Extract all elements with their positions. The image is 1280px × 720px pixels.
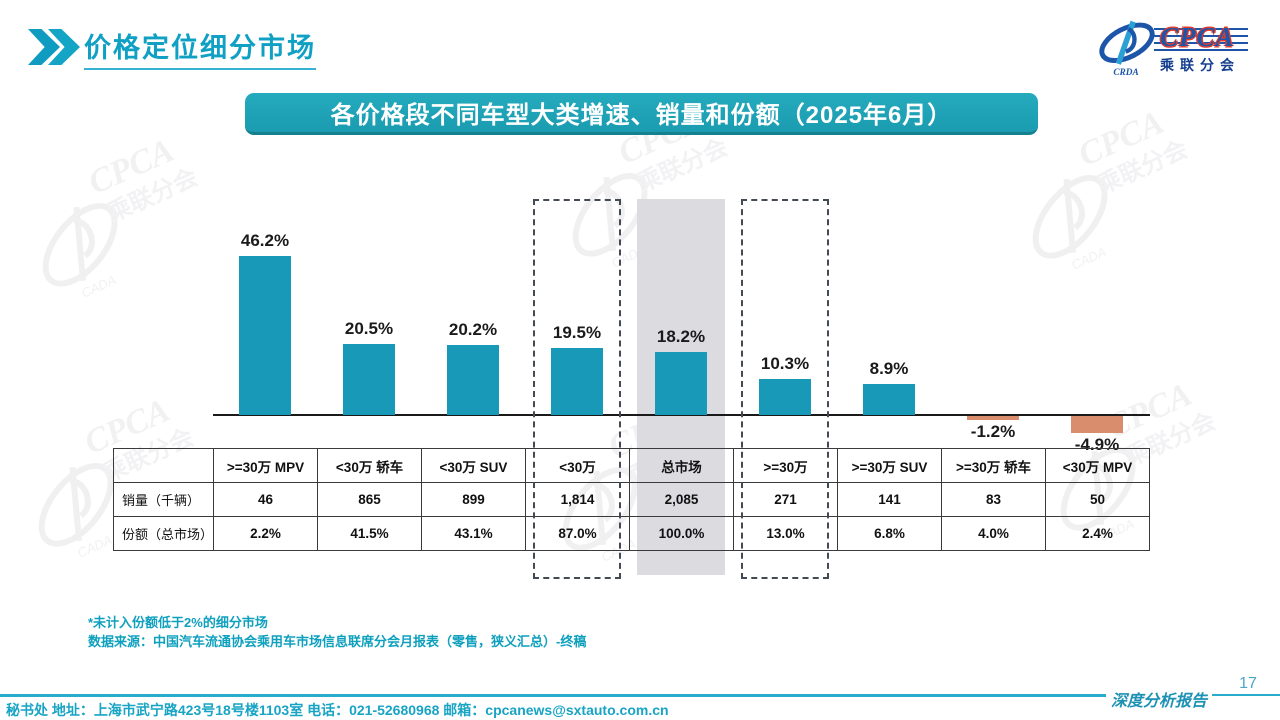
footer-divider [0, 694, 1106, 697]
table-header-5: >=30万 [734, 449, 838, 483]
logo-cpca-text: CPCA [1154, 24, 1248, 51]
data-table: >=30万 MPV <30万 轿车 <30万 SUV <30万 总市场 >=30万 >=30… [113, 448, 1150, 551]
cpca-emblem-icon: CRDA [1099, 20, 1155, 78]
table-header-0: >=30万 MPV [214, 449, 318, 483]
table-corner-cell [114, 449, 214, 483]
table-cell: 46 [214, 483, 318, 517]
table-cell: 2.4% [1046, 517, 1150, 551]
bar-value-label: 10.3% [760, 354, 810, 373]
table-header-1: <30万 轿车 [318, 449, 422, 483]
table-cell: 43.1% [422, 517, 526, 551]
table-header-4: 总市场 [630, 449, 734, 483]
bar-value-label: 19.5% [552, 323, 602, 342]
table-cell: 41.5% [318, 517, 422, 551]
chart-title-banner: 各价格段不同车型大类增速、销量和份额（2025年6月） [245, 93, 1038, 135]
report-type-label: 深度分析报告 [1110, 691, 1207, 710]
table-cell: 2,085 [630, 483, 734, 517]
data-source-note: 数据来源：中国汽车流通协会乘用车市场信息联席分会月报表（零售，狭义汇总）-终稿 [88, 634, 587, 649]
bar-value-label: 8.9% [869, 359, 909, 378]
table-header-6: >=30万 SUV [838, 449, 942, 483]
table-cell: 6.8% [838, 517, 942, 551]
table-cell: 2.2% [214, 517, 318, 551]
bar-8 [1071, 416, 1123, 433]
table-header-7: >=30万 轿车 [942, 449, 1046, 483]
table-cell: 4.0% [942, 517, 1046, 551]
table-cell: 271 [734, 483, 838, 517]
bar-1 [343, 344, 395, 415]
table-row-label: 销量（千辆） [114, 483, 214, 517]
table-cell: 899 [422, 483, 526, 517]
bar-5 [759, 379, 811, 415]
table-cell: 13.0% [734, 517, 838, 551]
footer-address: 秘书处 地址：上海市武宁路423号18号楼1103室 电话：021-526809… [6, 702, 669, 718]
table-cell: 83 [942, 483, 1046, 517]
table-header-2: <30万 SUV [422, 449, 526, 483]
bar-value-label: 20.2% [448, 320, 498, 339]
bar-value-label: 18.2% [656, 327, 706, 346]
bar-6 [863, 384, 915, 415]
svg-text:CRDA: CRDA [1113, 68, 1138, 78]
bar-value-label: 46.2% [240, 231, 290, 250]
table-cell: 141 [838, 483, 942, 517]
double-chevron-icon [28, 29, 80, 65]
bar-3 [551, 348, 603, 415]
bar-value-label: 20.5% [344, 319, 394, 338]
table-header-8: <30万 MPV [1046, 449, 1150, 483]
table-header-3: <30万 [526, 449, 630, 483]
table-cell: 1,814 [526, 483, 630, 517]
table-cell: 87.0% [526, 517, 630, 551]
bar-0 [239, 256, 291, 415]
table-cell: 100.0% [630, 517, 734, 551]
bar-4 [655, 352, 707, 415]
table-row-label: 份额（总市场） [114, 517, 214, 551]
logo-text-block: CPCA 乘联分会 [1154, 18, 1248, 80]
bar-7 [967, 416, 1019, 420]
chart-title: 各价格段不同车型大类增速、销量和份额（2025年6月） [330, 102, 953, 129]
page-title: 价格定位细分市场 [84, 26, 316, 70]
footer-divider-right [1212, 694, 1280, 696]
table-cell: 865 [318, 483, 422, 517]
x-axis-line [213, 414, 1150, 416]
logo-chinese-text: 乘联分会 [1160, 57, 1240, 73]
page-number: 17 [1239, 675, 1257, 692]
table-cell: 50 [1046, 483, 1150, 517]
cpca-logo: CRDA CPCA 乘联分会 [1096, 18, 1262, 80]
bar-value-label: -1.2% [970, 422, 1016, 441]
footnote: *未计入份额低于2%的细分市场 [88, 615, 268, 630]
bar-2 [447, 345, 499, 415]
